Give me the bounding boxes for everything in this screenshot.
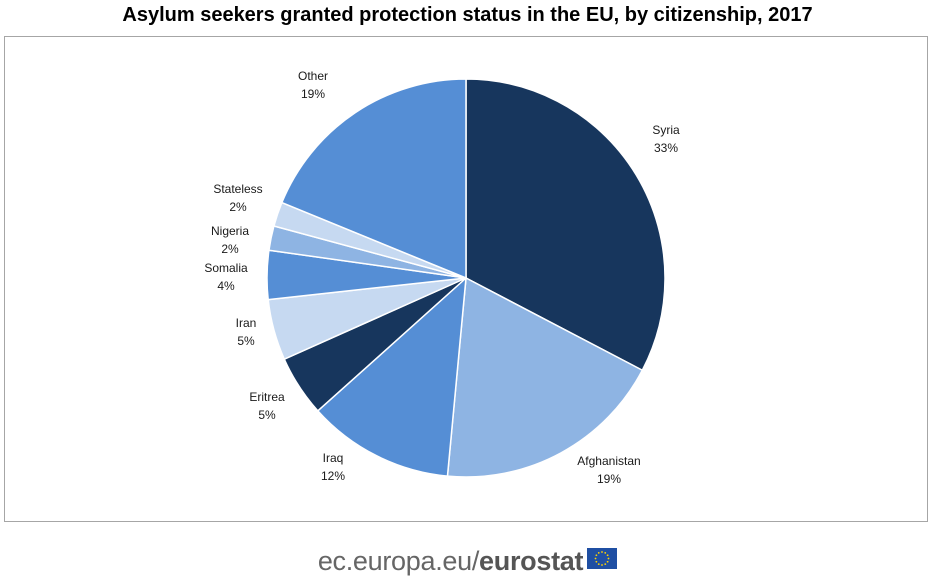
slice-label-nigeria: Nigeria <box>211 224 249 238</box>
slice-label-stateless: Stateless <box>213 182 262 196</box>
slice-value-afghanistan: 19% <box>597 472 621 486</box>
pie-slice-syria <box>465 78 666 372</box>
pie-slices <box>266 78 666 478</box>
footer-brand: eurostat <box>479 546 584 576</box>
slice-label-syria: Syria <box>652 123 680 137</box>
slice-label-iran: Iran <box>236 316 257 330</box>
slice-label-other: Other <box>298 69 328 83</box>
pie-slice-iraq <box>316 276 467 477</box>
slice-value-other: 19% <box>301 87 325 101</box>
slice-value-somalia: 4% <box>217 279 235 293</box>
slice-value-nigeria: 2% <box>221 242 239 256</box>
eu-flag-icon <box>587 548 618 569</box>
slice-label-somalia: Somalia <box>204 261 248 275</box>
chart-title: Asylum seekers granted protection status… <box>122 4 813 26</box>
footer-domain: ec.europa.eu/ <box>317 546 480 576</box>
slice-value-eritrea: 5% <box>258 408 276 422</box>
slice-label-iraq: Iraq <box>323 451 344 465</box>
pie-slice-other <box>280 78 467 280</box>
pie-slice-afghanistan <box>446 276 644 478</box>
eurostat-footer: ec.europa.eu/eurostat <box>0 546 935 577</box>
slice-value-iraq: 12% <box>321 469 345 483</box>
slice-value-iran: 5% <box>237 334 255 348</box>
slice-label-afghanistan: Afghanistan <box>577 454 640 468</box>
slice-value-stateless: 2% <box>229 200 247 214</box>
pie-labels: Syria 33% Afghanistan 19% Iraq 12% Eritrea 5% Ir… <box>204 69 680 486</box>
slice-value-syria: 33% <box>654 141 678 155</box>
slice-label-eritrea: Eritrea <box>249 390 285 404</box>
